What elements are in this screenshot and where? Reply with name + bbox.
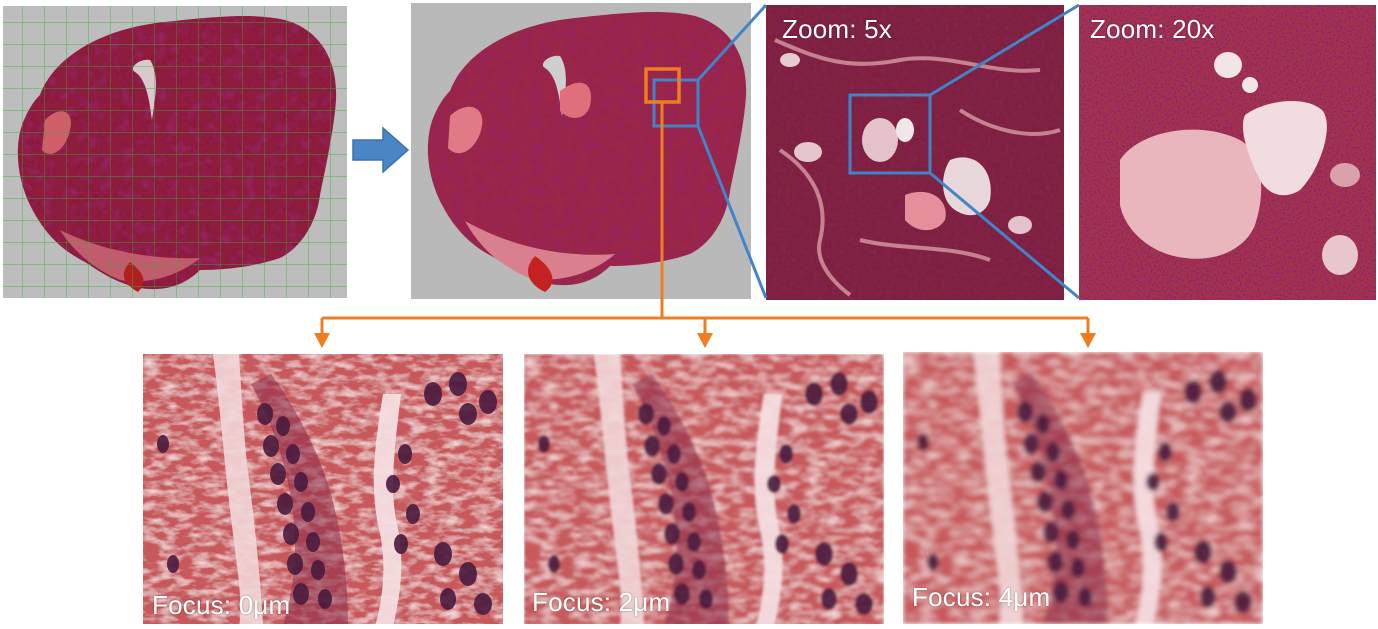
focus-2um-panel [524, 354, 884, 624]
whole-slide-panel [411, 3, 751, 299]
whole-slide-grid-panel [3, 6, 347, 298]
zoom-20x-panel [1079, 5, 1376, 300]
focus-0um-panel [143, 354, 503, 624]
down-arrow-icon [314, 333, 330, 348]
zoom-20x-region-marker [848, 93, 932, 175]
zoom-5x-panel [766, 5, 1064, 300]
right-arrow-icon [352, 126, 410, 174]
focus-4um-panel [903, 352, 1263, 624]
down-arrow-icon [1080, 333, 1096, 348]
down-arrow-icon [697, 333, 713, 348]
zoom-connector-lines [696, 3, 1080, 300]
